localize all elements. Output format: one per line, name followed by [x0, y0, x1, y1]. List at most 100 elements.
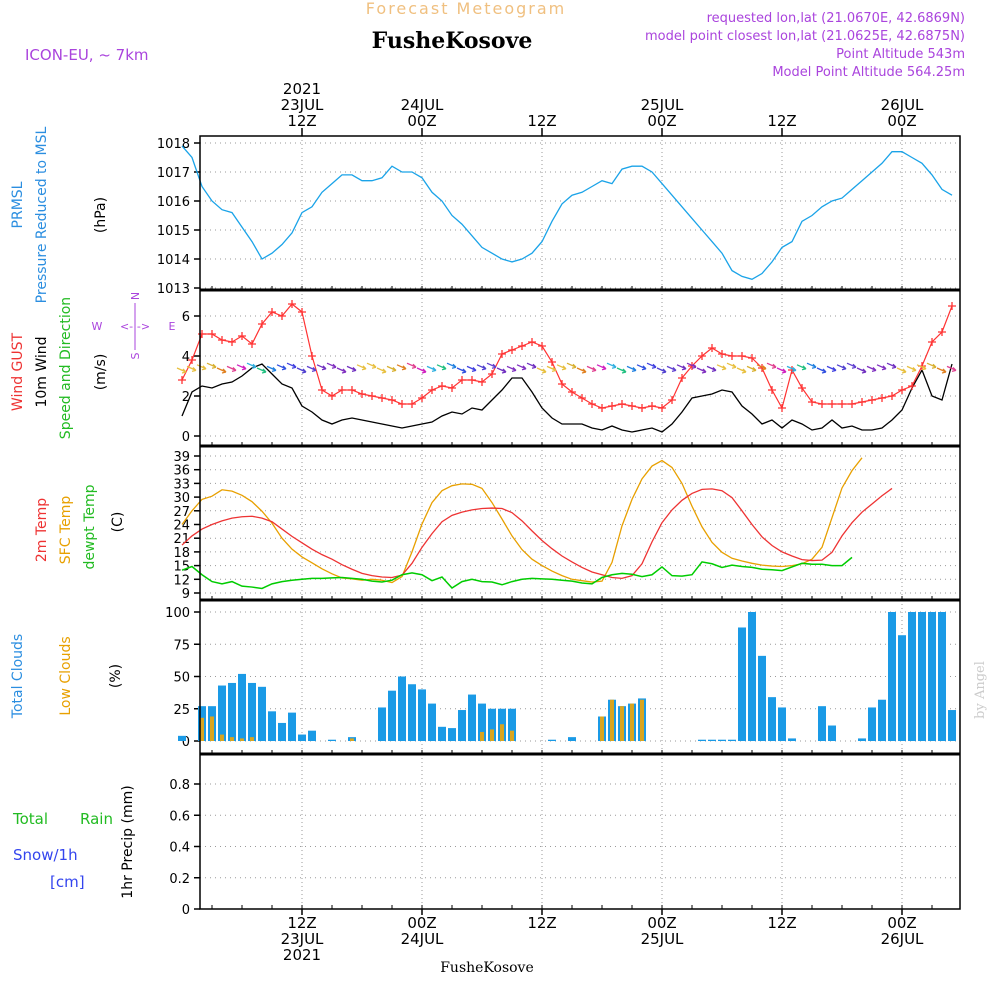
- wind-10m-line: [181, 363, 953, 433]
- total-cloud-bar: [268, 711, 276, 741]
- pressure-label-1: PRMSL: [10, 181, 26, 228]
- gust-marker: [398, 400, 406, 408]
- gust-marker: [188, 356, 196, 364]
- wind-arrow: [466, 365, 477, 373]
- y-tick-label: 75: [173, 638, 190, 653]
- total-cloud-bar: [298, 734, 306, 741]
- gust-marker: [208, 330, 216, 338]
- total-cloud-bar: [468, 694, 476, 741]
- y-tick-label: 0: [182, 903, 190, 918]
- y-tick-label: 1013: [157, 282, 190, 297]
- pressure-line: [181, 145, 953, 281]
- low-cloud-bar: [490, 729, 494, 741]
- y-tick-label: 39: [173, 450, 190, 465]
- gust-marker: [178, 376, 186, 384]
- closest-coords: model point closest lon,lat (21.0625E, 4…: [645, 29, 965, 44]
- gust-marker: [408, 400, 416, 408]
- time-label-top: 00Z: [407, 112, 436, 130]
- time-label-bottom: 12Z: [287, 914, 316, 932]
- gust-marker: [738, 352, 746, 360]
- y-tick-label: 0.2: [169, 872, 190, 887]
- wind-arrow: [376, 367, 387, 374]
- dewpt-line: [181, 556, 853, 590]
- wind-unit: (m/s): [93, 354, 109, 391]
- time-label-top: 23JUL: [281, 96, 324, 114]
- gust-marker: [558, 380, 566, 388]
- station-title: FusheKosove: [372, 28, 533, 54]
- wind-arrow: [406, 362, 417, 369]
- wind-label-3: Speed and Direction: [58, 297, 74, 439]
- gust-marker: [228, 338, 236, 346]
- total-cloud-bar: [868, 707, 876, 741]
- wind-arrow: [506, 365, 517, 373]
- total-cloud-bar: [488, 708, 496, 741]
- wind-arrow: [676, 364, 687, 371]
- y-tick-label: 100: [165, 606, 190, 621]
- wind-arrow: [846, 362, 857, 369]
- total-cloud-bar: [708, 739, 716, 741]
- total-cloud-bar: [878, 699, 886, 741]
- wind-arrow: [746, 365, 757, 373]
- gust-marker: [748, 354, 756, 362]
- wind-arrow: [546, 365, 557, 373]
- plot-layer: 1013101410151016101710180246912151821242…: [157, 80, 961, 964]
- time-label-bottom: 26JUL: [881, 930, 924, 948]
- wind-arrow: [496, 367, 507, 374]
- low-cloud-bar: [240, 738, 244, 741]
- compass-w: W: [92, 320, 103, 333]
- wind-arrow: [616, 367, 627, 374]
- total-cloud-bar: [948, 710, 956, 741]
- gust-marker: [618, 400, 626, 408]
- low-cloud-bar: [220, 734, 224, 741]
- gust-marker: [588, 400, 596, 408]
- gust-marker: [448, 384, 456, 392]
- y-tick-label: 36: [173, 464, 190, 479]
- wind-arrow: [226, 365, 237, 373]
- wind-arrow: [686, 362, 697, 369]
- wind-arrow: [596, 364, 607, 371]
- gust-marker: [818, 400, 826, 408]
- low-cloud-bar: [500, 724, 504, 741]
- gust-marker: [298, 308, 306, 316]
- gust-marker: [428, 386, 436, 394]
- y-tick-label: 24: [173, 519, 190, 534]
- y-tick-label: 0.6: [169, 809, 190, 824]
- gust-marker: [888, 392, 896, 400]
- total-cloud-bar: [788, 738, 796, 741]
- total-cloud-bar: [398, 676, 406, 741]
- total-cloud-bar: [828, 725, 836, 741]
- wind-arrow: [206, 362, 217, 369]
- y-tick-label: 0: [182, 430, 190, 445]
- wind-arrow: [706, 365, 717, 373]
- requested-coords: requested lon,lat (21.0670E, 42.6869N): [707, 11, 965, 26]
- footer-station: FusheKosove: [440, 960, 534, 976]
- point-altitude: Point Altitude 543m: [836, 47, 965, 62]
- time-label-bottom: 00Z: [407, 914, 436, 932]
- precip-label-snow: Snow/1h: [13, 846, 78, 864]
- wind-arrow: [526, 362, 537, 369]
- y-tick-label: 21: [173, 532, 190, 547]
- wind-arrow: [886, 362, 897, 369]
- gust-marker: [498, 350, 506, 358]
- wind-arrow: [366, 362, 377, 369]
- y-tick-label: 50: [173, 671, 190, 686]
- wind-arrow: [556, 364, 567, 371]
- total-cloud-bar: [428, 703, 436, 741]
- gust-marker: [668, 396, 676, 404]
- gust-marker: [458, 376, 466, 384]
- temp-unit: (C): [110, 512, 126, 533]
- total-cloud-bar: [248, 682, 256, 741]
- pressure-unit: (hPa): [93, 197, 109, 233]
- wind-arrow: [486, 362, 497, 369]
- wind-arrow: [576, 367, 587, 374]
- gust-marker: [238, 332, 246, 340]
- cloud-label-2: Low Clouds: [58, 636, 74, 715]
- total-cloud-bar: [218, 685, 226, 741]
- gust-marker: [438, 382, 446, 390]
- total-cloud-bar: [928, 612, 936, 741]
- sfc-temp-line: [181, 457, 863, 584]
- gust-marker: [548, 358, 556, 366]
- wind-arrow: [946, 365, 957, 373]
- low-cloud-bar: [480, 731, 484, 741]
- time-label-bottom: 2021: [283, 946, 321, 964]
